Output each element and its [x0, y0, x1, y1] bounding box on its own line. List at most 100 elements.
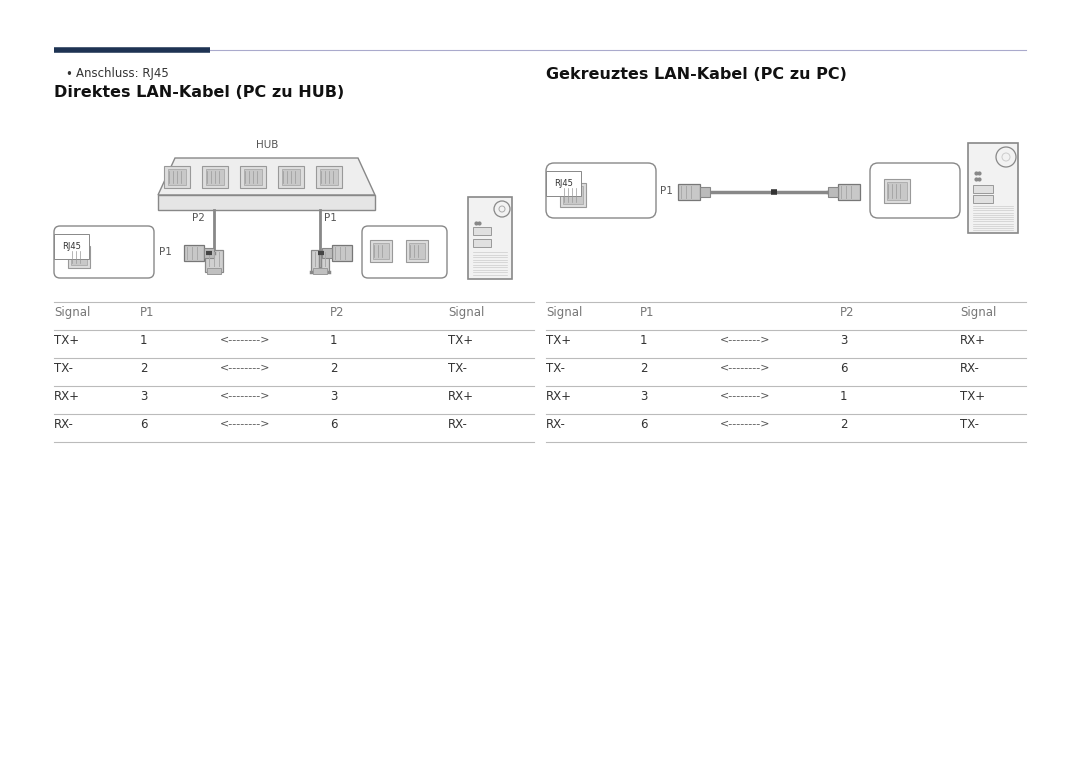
Text: <-------->: <-------->: [719, 362, 770, 372]
Text: 3: 3: [140, 390, 147, 403]
Text: RX+: RX+: [54, 390, 80, 403]
Bar: [71, 249, 87, 265]
Bar: [828, 187, 838, 197]
Text: Gekreuztes LAN-Kabel (PC zu PC): Gekreuztes LAN-Kabel (PC zu PC): [546, 67, 847, 82]
Text: <-------->: <-------->: [219, 390, 270, 400]
Bar: [244, 169, 262, 185]
Bar: [240, 166, 266, 188]
Text: P1: P1: [159, 247, 172, 257]
FancyBboxPatch shape: [54, 226, 154, 278]
Bar: [968, 143, 1018, 233]
Bar: [370, 240, 392, 262]
Text: P2: P2: [842, 186, 855, 196]
Text: HUB: HUB: [256, 140, 279, 150]
Bar: [678, 184, 700, 200]
Bar: [973, 185, 993, 193]
Bar: [164, 166, 190, 188]
FancyBboxPatch shape: [546, 163, 656, 218]
Text: RJ45: RJ45: [62, 242, 81, 251]
Bar: [68, 246, 90, 268]
Text: <-------->: <-------->: [219, 418, 270, 428]
Bar: [700, 187, 710, 197]
Bar: [168, 169, 186, 185]
Text: 2: 2: [140, 362, 148, 375]
Text: <-------->: <-------->: [719, 334, 770, 344]
Bar: [204, 248, 214, 258]
Text: RX-: RX-: [448, 418, 468, 431]
Text: TX-: TX-: [546, 362, 565, 375]
Bar: [373, 243, 389, 259]
Bar: [563, 186, 583, 204]
Text: 6: 6: [330, 418, 337, 431]
Text: RJ45: RJ45: [554, 179, 572, 188]
Text: 3: 3: [330, 390, 337, 403]
Text: Direktes LAN-Kabel (PC zu HUB): Direktes LAN-Kabel (PC zu HUB): [54, 85, 345, 100]
Text: P1: P1: [324, 213, 337, 223]
Text: TX+: TX+: [54, 334, 79, 347]
Text: 2: 2: [330, 362, 337, 375]
Bar: [332, 245, 352, 261]
Text: Anschluss: RJ45: Anschluss: RJ45: [76, 67, 168, 80]
Text: 2: 2: [840, 418, 848, 431]
Text: 3: 3: [840, 334, 848, 347]
Polygon shape: [158, 158, 375, 195]
Bar: [473, 227, 491, 235]
Text: Signal: Signal: [960, 306, 997, 319]
FancyBboxPatch shape: [362, 226, 447, 278]
Bar: [887, 182, 907, 200]
Text: TX-: TX-: [960, 418, 978, 431]
Text: TX+: TX+: [546, 334, 571, 347]
Bar: [838, 184, 860, 200]
Text: 1: 1: [330, 334, 337, 347]
Bar: [322, 248, 332, 258]
Text: 1: 1: [640, 334, 648, 347]
Text: RX-: RX-: [54, 418, 73, 431]
Bar: [316, 166, 342, 188]
Text: P2: P2: [840, 306, 854, 319]
Text: P2: P2: [330, 306, 345, 319]
Text: 1: 1: [140, 334, 148, 347]
Bar: [282, 169, 300, 185]
Text: RX+: RX+: [960, 334, 986, 347]
Text: RX-: RX-: [960, 362, 980, 375]
Text: 3: 3: [640, 390, 647, 403]
Bar: [278, 166, 303, 188]
Text: <-------->: <-------->: [219, 334, 270, 344]
Text: <-------->: <-------->: [719, 418, 770, 428]
Text: 1: 1: [840, 390, 848, 403]
Text: 6: 6: [640, 418, 648, 431]
Text: Signal: Signal: [54, 306, 91, 319]
Bar: [158, 195, 375, 210]
Bar: [973, 195, 993, 203]
Bar: [406, 240, 428, 262]
Text: <-------->: <-------->: [219, 362, 270, 372]
Text: 2: 2: [640, 362, 648, 375]
Text: TX+: TX+: [448, 334, 473, 347]
Text: RX+: RX+: [546, 390, 572, 403]
Bar: [409, 243, 426, 259]
FancyBboxPatch shape: [870, 163, 960, 218]
Bar: [207, 268, 221, 274]
Text: TX-: TX-: [448, 362, 467, 375]
Text: TX-: TX-: [54, 362, 73, 375]
Text: Signal: Signal: [448, 306, 484, 319]
Bar: [313, 268, 327, 274]
Bar: [885, 179, 910, 203]
Bar: [184, 245, 204, 261]
Bar: [561, 183, 586, 207]
Text: <-------->: <-------->: [719, 390, 770, 400]
Bar: [202, 166, 228, 188]
Bar: [468, 197, 512, 279]
Text: 6: 6: [140, 418, 148, 431]
Bar: [206, 169, 224, 185]
Text: P1: P1: [660, 186, 673, 196]
Bar: [205, 250, 222, 272]
Text: RX-: RX-: [546, 418, 566, 431]
Text: RX+: RX+: [448, 390, 474, 403]
Text: 6: 6: [840, 362, 848, 375]
Text: TX+: TX+: [960, 390, 985, 403]
Text: P1: P1: [140, 306, 154, 319]
Text: P1: P1: [640, 306, 654, 319]
Text: P2: P2: [192, 213, 205, 223]
Text: Signal: Signal: [546, 306, 582, 319]
